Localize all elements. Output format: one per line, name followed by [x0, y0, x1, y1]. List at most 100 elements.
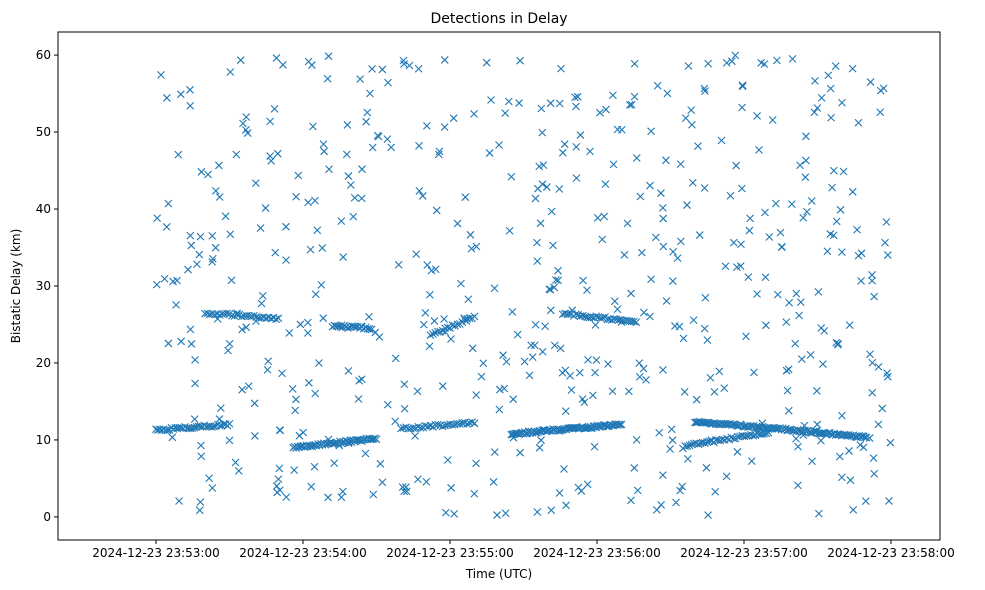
data-point [231, 458, 240, 467]
data-point [358, 165, 366, 174]
data-point [878, 404, 887, 413]
data-point [509, 395, 518, 404]
data-point [788, 54, 797, 63]
data-point [617, 420, 626, 429]
data-point [627, 289, 635, 298]
data-point [490, 284, 499, 293]
data-point [472, 459, 480, 468]
data-point [304, 57, 313, 66]
data-point [250, 399, 259, 408]
data-point [447, 335, 455, 343]
data-point [655, 428, 664, 437]
data-point [598, 235, 607, 244]
data-point [310, 462, 319, 471]
data-point [687, 440, 696, 449]
data-point [372, 435, 381, 444]
data-point [441, 421, 449, 430]
data-point [694, 440, 703, 449]
data-point [225, 339, 234, 348]
data-point [208, 484, 217, 492]
data-point [836, 205, 845, 214]
data-point [306, 245, 315, 254]
data-point [431, 265, 440, 274]
data-point [538, 180, 547, 189]
data-point [857, 276, 865, 285]
data-point [317, 281, 326, 289]
data-point [879, 84, 888, 93]
data-point [242, 113, 251, 121]
data-point [678, 444, 687, 453]
data-point [368, 143, 377, 152]
data-point [870, 469, 879, 478]
data-point [279, 60, 287, 69]
data-point [225, 436, 234, 445]
data-point [573, 92, 582, 101]
data-point [868, 388, 877, 397]
data-point [588, 391, 597, 400]
data-point [174, 150, 183, 159]
data-point [823, 247, 832, 256]
data-point [659, 214, 668, 223]
data-point [303, 318, 312, 327]
data-point [177, 337, 186, 346]
data-point [323, 74, 332, 83]
data-point [416, 423, 425, 432]
y-tick-label: 60 [36, 48, 51, 62]
data-point [288, 384, 297, 393]
data-point [807, 197, 816, 205]
data-point [224, 346, 232, 355]
data-point [324, 52, 333, 61]
data-point [590, 442, 599, 451]
data-point [881, 238, 889, 247]
data-point [613, 125, 622, 134]
data-point [272, 315, 280, 324]
data-point [354, 395, 363, 403]
data-point [586, 147, 594, 156]
data-point [596, 108, 604, 117]
data-point [583, 286, 591, 295]
data-point [466, 230, 475, 239]
data-point [581, 312, 589, 321]
data-point [250, 311, 258, 320]
data-point [443, 456, 452, 464]
data-point [554, 266, 562, 275]
data-point [187, 340, 196, 348]
data-point [468, 344, 477, 353]
data-point [824, 71, 833, 80]
data-point [233, 309, 241, 318]
data-point [400, 487, 409, 496]
data-point [550, 283, 559, 292]
data-point [667, 425, 676, 434]
data-point [400, 404, 409, 413]
data-point [647, 275, 655, 284]
data-point [413, 387, 422, 396]
data-point [870, 292, 878, 301]
data-point [742, 332, 750, 341]
data-point [438, 382, 447, 390]
data-point [426, 331, 435, 339]
data-point [678, 482, 687, 491]
data-point [196, 498, 205, 506]
data-point [513, 330, 522, 339]
data-point [350, 193, 359, 202]
data-point [355, 376, 364, 385]
data-point [768, 116, 777, 124]
data-point [627, 100, 636, 109]
data-point [601, 180, 610, 189]
y-tick-label: 0 [43, 510, 51, 524]
data-point [176, 90, 185, 99]
data-point [680, 387, 689, 396]
data-point [609, 91, 617, 100]
data-point [677, 237, 685, 246]
data-point [275, 426, 284, 435]
data-point [184, 265, 192, 274]
data-point [531, 194, 540, 203]
data-point [470, 489, 479, 498]
data-point [593, 214, 602, 222]
data-point [856, 440, 865, 449]
data-point [883, 369, 891, 378]
data-point [745, 226, 754, 235]
data-point [704, 511, 712, 519]
data-point [760, 60, 769, 68]
data-point [533, 508, 542, 516]
